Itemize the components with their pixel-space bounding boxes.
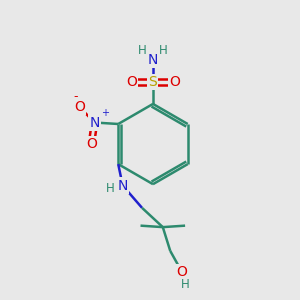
Text: -: - <box>73 91 77 103</box>
Text: N: N <box>118 178 128 193</box>
Text: N: N <box>89 116 100 130</box>
Text: O: O <box>177 265 188 279</box>
Text: H: H <box>181 278 190 291</box>
Text: H: H <box>138 44 147 57</box>
Text: O: O <box>86 137 97 151</box>
Text: O: O <box>126 75 137 88</box>
Text: H: H <box>159 44 168 57</box>
Text: O: O <box>169 75 180 88</box>
Text: O: O <box>74 100 85 114</box>
Text: S: S <box>148 75 157 88</box>
Text: H: H <box>106 182 115 195</box>
Text: N: N <box>148 53 158 67</box>
Text: +: + <box>101 108 109 118</box>
